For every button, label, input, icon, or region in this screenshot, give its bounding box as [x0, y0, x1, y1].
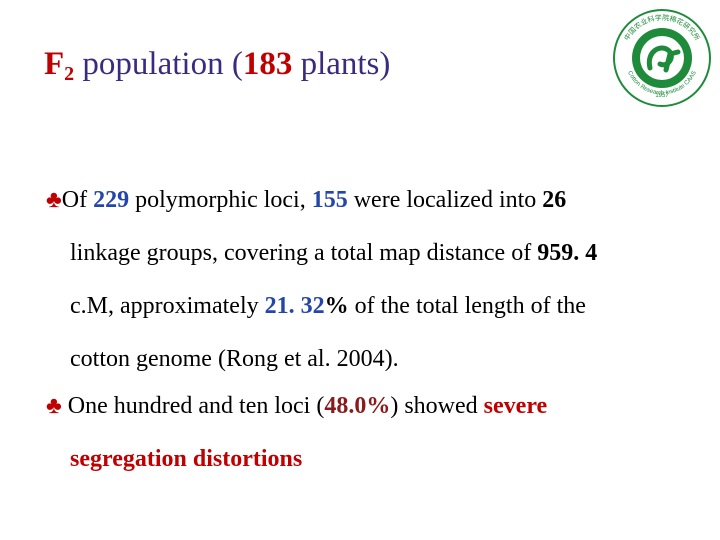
title-text-after: plants) — [292, 46, 391, 82]
loci-total-value: 229 — [93, 187, 130, 213]
text: polymorphic loci, — [129, 187, 312, 213]
bullet1-line4: cotton genome (Rong et al. 2004). — [46, 333, 597, 386]
title-text-before: population ( — [74, 46, 243, 82]
text: One hundred and ten loci ( — [61, 393, 325, 419]
institute-logo-icon: 1957 中国农业科学院棉花研究所 Cotton Research Instit… — [613, 9, 711, 107]
distorted-percent-value: 48.0% — [324, 393, 391, 419]
bullet-map-summary: ♣Of 229 polymorphic loci, 155 were local… — [46, 174, 597, 386]
text: linkage groups, covering a total map dis… — [70, 240, 538, 266]
bullet1-line1: ♣Of 229 polymorphic loci, 155 were local… — [46, 174, 597, 227]
club-bullet-icon: ♣ — [46, 393, 62, 419]
map-distance-value: 959. 4 — [537, 240, 598, 266]
linkage-group-count: 26 — [542, 187, 567, 213]
text: Of — [61, 187, 94, 213]
genome-percent-value: 21. 32 — [264, 293, 325, 319]
text: of the total length of the — [348, 293, 586, 319]
bullet2-line2: segregation distortions — [46, 433, 547, 486]
title-f-symbol: F2 — [44, 46, 75, 85]
severe-highlight: severe — [483, 393, 548, 419]
club-bullet-icon: ♣ — [46, 187, 62, 213]
slide-title: F2 population (183 plants) — [44, 46, 390, 85]
title-plant-count: 183 — [242, 46, 293, 82]
percent-sign: % — [324, 293, 349, 319]
loci-localized-value: 155 — [311, 187, 348, 213]
segregation-highlight: segregation distortions — [70, 446, 303, 472]
text: cotton genome (Rong et al. 2004). — [70, 346, 399, 372]
svg-text:1957: 1957 — [655, 93, 669, 99]
bullet1-line3: c.M, approximately 21. 32% of the total … — [46, 280, 597, 333]
bullet1-line2: linkage groups, covering a total map dis… — [46, 227, 597, 280]
text: ) showed — [390, 393, 484, 419]
text: c.M, approximately — [70, 293, 265, 319]
bullet2-line1: ♣ One hundred and ten loci (48.0%) showe… — [46, 380, 547, 433]
text: were localized into — [347, 187, 543, 213]
bullet-segregation-distortion: ♣ One hundred and ten loci (48.0%) showe… — [46, 380, 547, 486]
